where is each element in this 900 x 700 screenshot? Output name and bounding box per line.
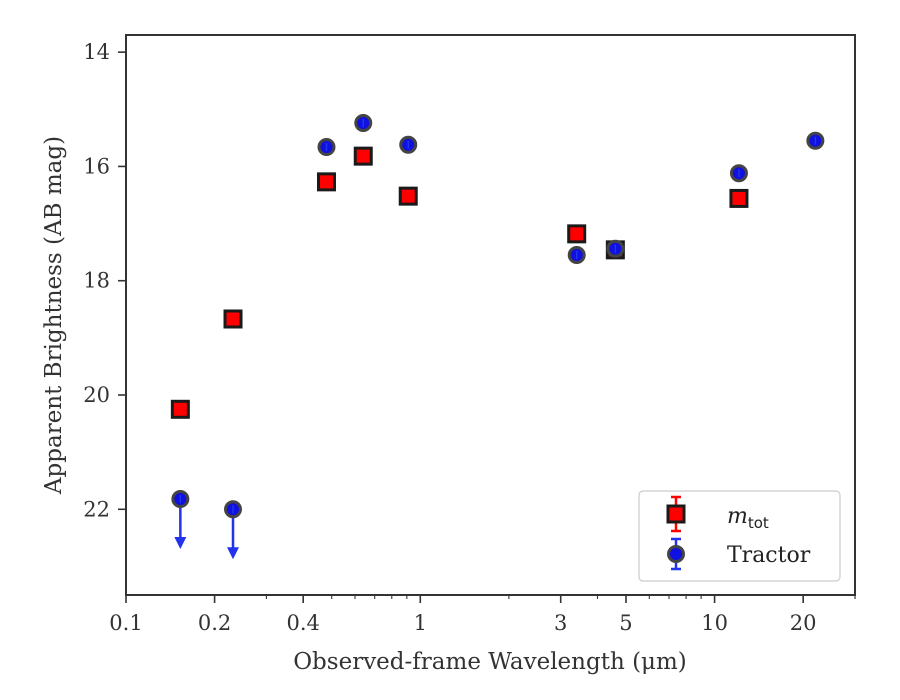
x-tick-label: 0.2: [198, 611, 231, 635]
legend: mtot Tractor: [638, 490, 841, 582]
mtot-point: [729, 188, 749, 208]
legend-tractor-marker: [667, 545, 685, 563]
mtot-point: [170, 399, 190, 419]
legend-mtot-marker: [666, 504, 686, 524]
legend-mtot-label: mtot: [727, 504, 769, 532]
legend-tractor-label: Tractor: [727, 543, 811, 568]
x-tick-label: 5: [619, 611, 632, 635]
plot-frame: [125, 34, 856, 596]
mtot-point: [353, 146, 373, 166]
data-marks: [170, 114, 825, 560]
mtot-point: [316, 172, 336, 192]
x-axis-title: Observed-frame Wavelength (μm): [293, 649, 687, 675]
x-tick-label: 0.1: [109, 611, 142, 635]
x-tick-label: 10: [701, 611, 728, 635]
tractor-upper-limit-arrow: [227, 547, 240, 560]
tractor-upper-limit-arrow: [174, 537, 187, 549]
mtot-point: [223, 309, 243, 329]
y-tick-label: 22: [83, 497, 110, 521]
y-tick-label: 18: [83, 269, 110, 293]
axis-ticks: 0.1 0.2 0.4 1 3 5 10 20 14 16 18 20 22: [83, 40, 856, 635]
mtot-point: [398, 186, 418, 206]
y-tick-label: 16: [83, 154, 110, 178]
y-tick-label: 20: [83, 383, 110, 407]
x-tick-label: 0.4: [286, 611, 319, 635]
x-tick-label: 3: [554, 611, 567, 635]
y-tick-label: 14: [83, 40, 110, 64]
x-tick-label: 1: [414, 611, 427, 635]
mtot-point: [567, 224, 587, 244]
legend-box: [638, 490, 841, 582]
y-axis-title: Apparent Brightness (AB mag): [41, 136, 67, 495]
x-tick-label: 20: [790, 611, 817, 635]
